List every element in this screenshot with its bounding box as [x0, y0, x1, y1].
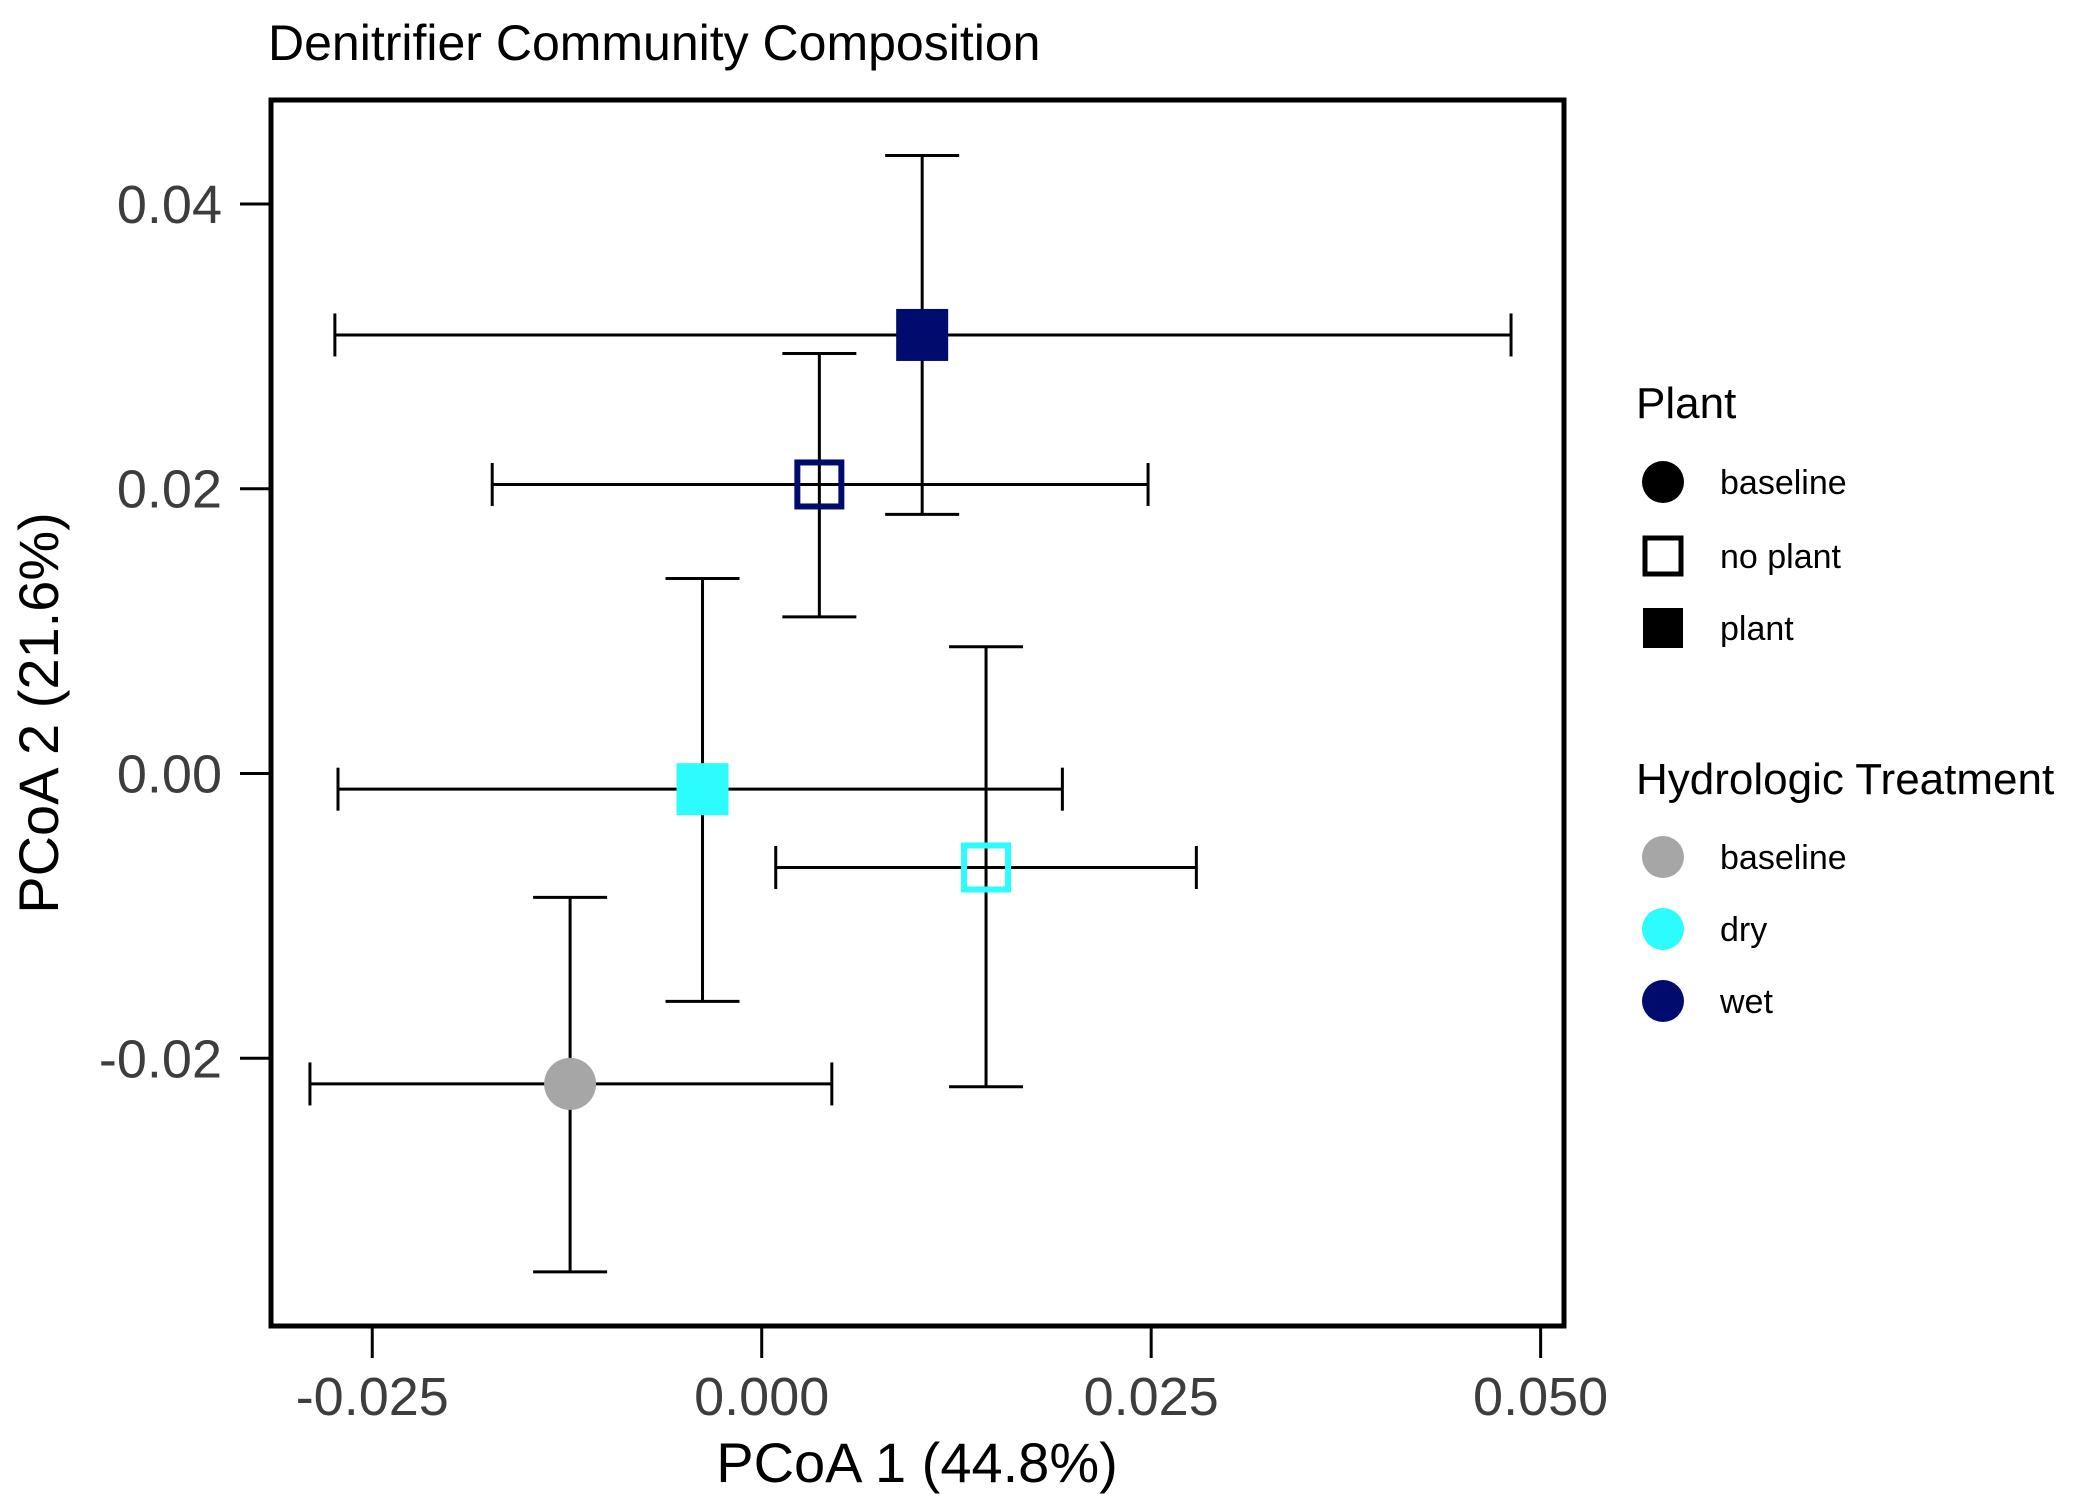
- legend-label: baseline: [1720, 464, 1847, 502]
- point-no-plant-wet: [794, 459, 845, 510]
- legend-key-circle: [1642, 461, 1684, 503]
- data-points: [544, 308, 1012, 1110]
- y-axis: -0.02 0.00 0.02 0.04: [99, 175, 273, 1089]
- x-axis-label: PCoA 1 (44.8%): [716, 1431, 1118, 1494]
- legend-key-baseline: [1642, 836, 1684, 878]
- legend-label: no plant: [1720, 538, 1842, 576]
- legend-label: baseline: [1720, 839, 1847, 877]
- legend-key-dry: [1642, 908, 1684, 950]
- legend-key-filled-square: [1643, 608, 1683, 648]
- y-tick-label: 0.02: [117, 460, 222, 520]
- x-axis: -0.025 0.000 0.025 0.050: [296, 1324, 1608, 1427]
- plot-frame: [268, 97, 1567, 1329]
- y-tick-label: 0.04: [117, 175, 222, 235]
- x-tick-label: 0.000: [694, 1367, 829, 1427]
- x-tick-label: 0.050: [1473, 1367, 1608, 1427]
- point-no-plant-dry: [961, 842, 1012, 893]
- legend-key-wet: [1642, 980, 1684, 1022]
- legend-label: wet: [1719, 983, 1773, 1021]
- point-plant-dry: [676, 763, 729, 816]
- x-tick-label: -0.025: [296, 1367, 449, 1427]
- x-tick-label: 0.025: [1084, 1367, 1219, 1427]
- legends: Plant baseline no plant plant Hydrologic Tre…: [1636, 379, 2054, 1022]
- plot-area: -0.025 0.000 0.025 0.050 -0.02 0.00 0.02 0.04: [99, 97, 1608, 1427]
- legend-title-plant: Plant: [1636, 379, 1736, 428]
- y-tick-label: 0.00: [117, 745, 222, 805]
- legend-label: dry: [1720, 911, 1767, 949]
- chart-title: Denitrifier Community Composition: [268, 15, 1040, 71]
- point-baseline-baseline: [544, 1057, 597, 1110]
- legend-title-hydrologic: Hydrologic Treatment: [1636, 755, 2054, 804]
- y-tick-label: -0.02: [99, 1029, 222, 1089]
- point-plant-wet: [896, 308, 949, 361]
- legend-key-open-square: [1642, 535, 1684, 577]
- y-axis-label: PCoA 2 (21.6%): [7, 512, 70, 914]
- legend-label: plant: [1720, 610, 1794, 648]
